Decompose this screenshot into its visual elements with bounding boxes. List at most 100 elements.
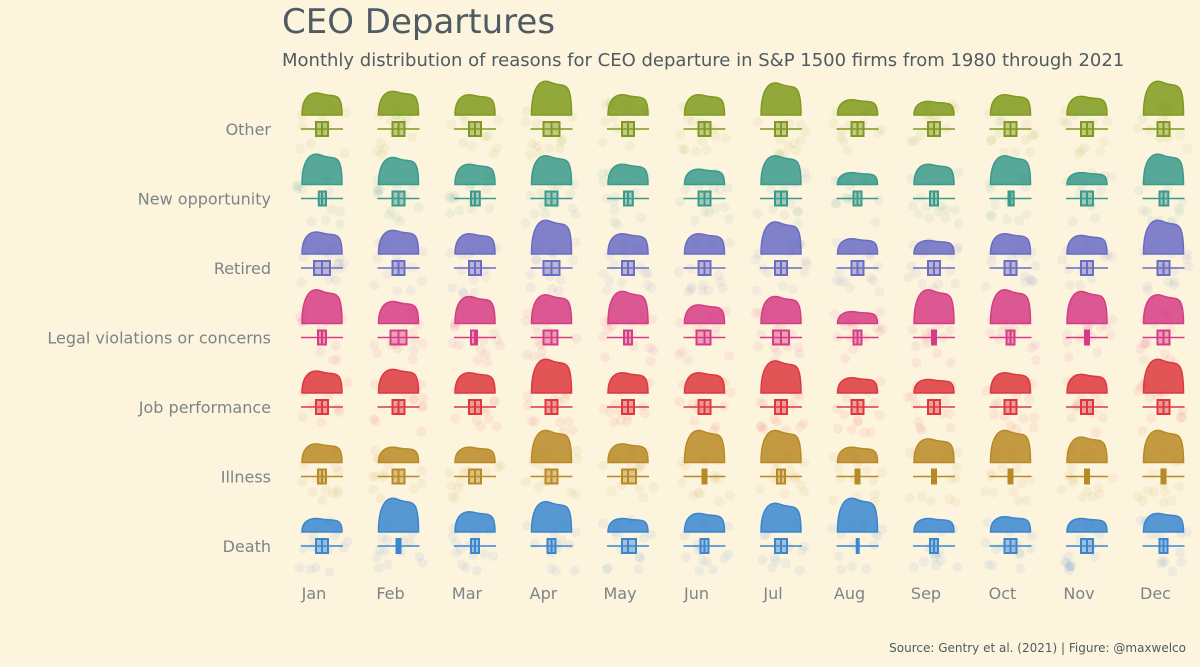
rain-point [950, 204, 961, 215]
rain-point [533, 336, 544, 347]
rain-point [911, 357, 922, 368]
rain-point [570, 527, 581, 538]
rain-point [409, 483, 420, 494]
density-cloud [607, 163, 649, 186]
density-cloud [913, 289, 955, 325]
rain-point [639, 532, 650, 543]
rain-point [691, 146, 702, 157]
rain-point [445, 248, 456, 259]
rain-point [369, 339, 380, 350]
rain-point [923, 212, 934, 223]
rain-point [533, 482, 544, 493]
raincloud-cell [598, 233, 657, 295]
rain-point [708, 182, 719, 193]
rain-point [324, 273, 335, 284]
rain-point [828, 495, 839, 506]
raincloud-cell [447, 511, 499, 576]
rain-point [921, 201, 932, 212]
rain-point [563, 416, 574, 427]
rain-point [1064, 280, 1075, 291]
rain-point [763, 267, 774, 278]
rain-point [796, 119, 807, 130]
rain-point [568, 255, 579, 266]
rain-point [521, 106, 532, 117]
rain-point [542, 326, 553, 337]
rain-point [484, 203, 495, 214]
rain-point [1083, 125, 1094, 136]
rain-point [780, 558, 791, 569]
rain-point [1010, 148, 1021, 159]
density-cloud [301, 370, 343, 394]
rain-point [758, 424, 769, 435]
rain-point [638, 493, 649, 504]
rain-point [723, 521, 734, 532]
rain-point [520, 316, 531, 327]
rain-point [392, 343, 403, 354]
rain-point [295, 143, 306, 154]
rain-point [307, 400, 318, 411]
rain-point [1011, 423, 1022, 434]
rain-point [689, 215, 700, 226]
rain-point [291, 180, 302, 191]
rain-point [1142, 285, 1153, 296]
rain-point [489, 328, 500, 339]
rain-point [834, 551, 845, 562]
rain-point [597, 168, 608, 179]
rain-point [547, 284, 558, 295]
rain-point [298, 543, 309, 554]
rain-point [416, 466, 427, 477]
rain-point [799, 541, 810, 552]
rain-point [331, 462, 342, 473]
rain-point [472, 355, 483, 366]
rain-point [453, 340, 464, 351]
raincloud-cell [980, 233, 1041, 292]
rain-point [451, 547, 462, 558]
rain-point [683, 355, 694, 366]
rain-point [921, 338, 932, 349]
rain-point [1021, 495, 1032, 506]
raincloud-cell [984, 155, 1032, 226]
rain-point [876, 467, 887, 478]
rain-point [447, 282, 458, 293]
rain-point [1011, 463, 1022, 474]
rain-point [841, 393, 852, 404]
raincloud-cell [750, 221, 812, 296]
raincloud-cell [675, 168, 734, 226]
rain-point [844, 282, 855, 293]
rain-point [609, 205, 620, 216]
rain-point [993, 333, 1004, 344]
rain-point [717, 283, 728, 294]
rain-point [1082, 486, 1093, 497]
rain-point [297, 476, 308, 487]
rain-point [675, 318, 686, 329]
rain-point [371, 146, 382, 157]
density-cloud [454, 233, 496, 255]
raincloud-cell [520, 80, 578, 160]
rain-point [334, 406, 345, 417]
rain-point [1135, 515, 1146, 526]
rain-point [836, 125, 847, 136]
rain-point [907, 391, 918, 402]
rain-point [367, 471, 378, 482]
chart-title: CEO Departures [282, 2, 556, 42]
density-cloud [989, 429, 1032, 464]
raincloud-cell [830, 171, 884, 228]
density-cloud [683, 372, 726, 394]
rain-point [305, 564, 316, 575]
density-cloud [1066, 436, 1108, 464]
rain-point [372, 253, 383, 264]
rain-point [417, 402, 428, 413]
rain-point [769, 552, 780, 563]
rain-point [333, 258, 344, 269]
rain-point [1095, 146, 1106, 157]
density-cloud [836, 238, 879, 255]
rain-point [1174, 481, 1185, 492]
rain-point [642, 268, 653, 279]
rain-point [367, 484, 378, 495]
rain-point [480, 272, 491, 283]
rain-point [787, 399, 798, 410]
rain-point [468, 274, 479, 285]
raincloud-cell [828, 446, 887, 507]
rain-point [1087, 491, 1098, 502]
rain-point [1026, 531, 1037, 542]
